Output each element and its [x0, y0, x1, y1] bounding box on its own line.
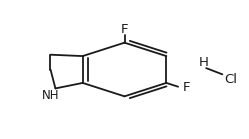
Text: H: H	[199, 56, 209, 69]
Text: F: F	[183, 81, 190, 94]
Text: NH: NH	[42, 89, 59, 102]
Text: Cl: Cl	[224, 73, 238, 86]
Text: F: F	[121, 23, 128, 36]
